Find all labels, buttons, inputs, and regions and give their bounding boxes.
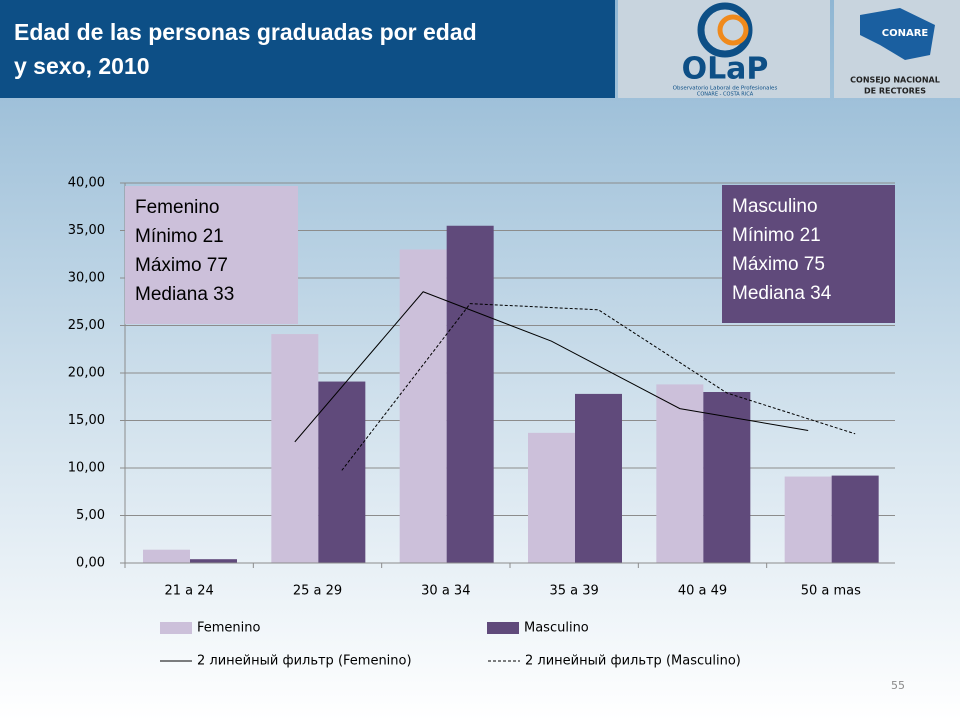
bar	[831, 475, 879, 563]
annotation-text: Máximo 75	[732, 254, 825, 275]
annotation-text: Mediana 34	[732, 283, 832, 304]
y-tick-label: 40,00	[68, 176, 105, 191]
bar	[703, 392, 751, 563]
x-tick-label: 25 a 29	[293, 584, 342, 599]
bar	[143, 549, 190, 563]
conare-line: DE RECTORES	[864, 87, 926, 96]
x-tick-label: 40 a 49	[678, 584, 727, 599]
x-tick-label: 21 a 24	[165, 584, 214, 599]
y-tick-label: 0,00	[76, 556, 105, 571]
legend-swatch	[160, 622, 192, 634]
header-bar	[0, 0, 615, 98]
legend-label: 2 линейный фильтр (Masculino)	[525, 654, 741, 669]
annotation-box	[722, 185, 895, 323]
legend-label: Masculino	[524, 621, 589, 636]
annotation-text: Masculino	[732, 196, 818, 217]
y-tick-label: 10,00	[68, 461, 105, 476]
y-tick-label: 20,00	[68, 366, 105, 381]
legend-swatch	[487, 622, 519, 634]
y-tick-label: 5,00	[76, 508, 105, 523]
bar	[575, 393, 622, 563]
legend-label: 2 линейный фильтр (Femenino)	[197, 654, 412, 669]
y-tick-label: 30,00	[68, 271, 105, 286]
annotation-text: Mínimo 21	[135, 226, 224, 247]
bar	[399, 249, 447, 563]
legend-label: Femenino	[197, 621, 261, 636]
title: y sexo, 2010	[14, 53, 150, 79]
bar	[271, 334, 319, 563]
olap-icon	[717, 14, 749, 46]
x-tick-label: 35 a 39	[550, 584, 599, 599]
y-tick-label: 35,00	[68, 223, 105, 238]
title: Edad de las personas graduadas por edad	[14, 19, 477, 45]
x-tick-label: 30 a 34	[421, 584, 470, 599]
bar	[190, 559, 237, 563]
page-number: 55	[891, 679, 905, 692]
annotation-text: Máximo 77	[135, 255, 228, 276]
bar	[656, 384, 704, 563]
olap-name: OLaP	[682, 52, 769, 87]
bar	[784, 476, 832, 563]
conare-name: CONARE	[882, 28, 929, 39]
x-tick-label: 50 a mas	[801, 584, 861, 599]
annotation-box	[125, 186, 298, 324]
trendline	[341, 303, 856, 471]
bar	[318, 381, 366, 563]
annotation-text: Femenino	[135, 197, 220, 218]
annotation-text: Mediana 33	[135, 284, 234, 305]
olap-logo-bg	[618, 0, 830, 98]
y-tick-label: 15,00	[68, 413, 105, 428]
olap-line: CONARE - COSTA RICA	[697, 92, 754, 98]
annotation-text: Mínimo 21	[732, 225, 821, 246]
olap-icon	[697, 2, 753, 58]
trendline	[294, 291, 809, 443]
y-tick-label: 25,00	[68, 318, 105, 333]
bar	[528, 432, 575, 563]
olap-line: Observatorio Laboral de Profesionales	[673, 86, 778, 92]
conare-line: CONSEJO NACIONAL	[850, 76, 940, 85]
conare-map	[860, 8, 935, 60]
chart: 0,00 5,00 10,00 15,00 20,00 25,00 30,00 35,00 40…	[68, 176, 895, 669]
bar	[446, 225, 494, 563]
